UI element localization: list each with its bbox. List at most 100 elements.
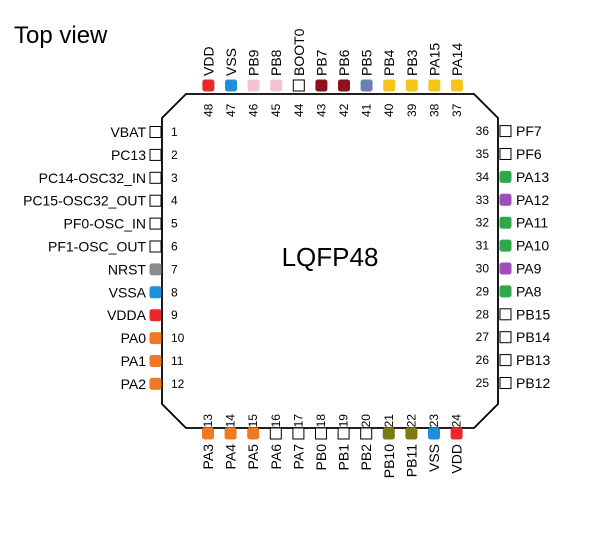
pin-44-number: 44 (292, 103, 306, 117)
pin-35-pad (499, 148, 512, 160)
pin-45-label: PB8 (268, 49, 284, 76)
pin-20-label: PB2 (358, 444, 374, 471)
pin-47-pad (225, 79, 237, 92)
pin-4-label: PC15-OSC32_OUT (23, 193, 146, 209)
pin-24-pad (450, 427, 463, 440)
pin-17-number: 17 (291, 414, 305, 428)
pin-2-pad (149, 148, 162, 161)
pin-34-label: PA13 (516, 169, 549, 185)
pin-43-label: PB7 (313, 49, 329, 76)
pin-25-label: PB12 (516, 375, 550, 391)
pin-9-label: VDDA (107, 307, 147, 323)
pin-15-label: PA5 (245, 444, 261, 470)
pin-26-label: PB13 (516, 352, 550, 368)
pin-22-label: PB11 (403, 444, 419, 477)
pin-12-label: PA2 (121, 376, 147, 392)
pin-14-pad (224, 427, 237, 440)
chip-body (161, 93, 499, 429)
pin-34-pad (499, 170, 512, 183)
pin-39-pad (405, 79, 418, 92)
pin-12-number: 12 (171, 377, 185, 391)
pin-44-pad (292, 79, 305, 92)
pin-23-label: VSS (426, 444, 442, 472)
pin-37-pad (451, 79, 463, 92)
pin-28-pad (499, 308, 512, 321)
pin-38-number: 38 (427, 103, 441, 117)
pin-2-number: 2 (171, 148, 178, 162)
pin-33-label: PA12 (516, 192, 549, 208)
pin-14-label: PA4 (223, 444, 239, 470)
pin-10-number: 10 (171, 331, 185, 345)
pin-45-number: 45 (269, 103, 283, 117)
pin-23-pad (428, 427, 440, 440)
pin-18-label: PB0 (313, 444, 329, 471)
pin-27-number: 27 (476, 330, 490, 344)
pin-11-label: PA1 (121, 353, 147, 369)
pin-29-label: PA8 (516, 283, 542, 299)
pin-9-number: 9 (171, 308, 178, 322)
pin-29-pad (499, 285, 512, 298)
pin-11-pad (149, 355, 162, 367)
pin-16-label: PA6 (268, 444, 284, 470)
pin-6-number: 6 (171, 240, 178, 254)
pin-28-label: PB15 (516, 306, 550, 322)
pin-24-label: VDD (449, 444, 465, 474)
pin-15-pad (247, 427, 260, 440)
pin-40-label: PB4 (381, 49, 397, 76)
pin-35-number: 35 (476, 147, 490, 161)
pin-31-pad (499, 239, 512, 252)
pin-3-number: 3 (171, 171, 178, 185)
pin-26-number: 26 (476, 353, 490, 367)
pin-48-number: 48 (201, 103, 215, 117)
pin-13-number: 13 (201, 414, 215, 428)
pin-22-number: 22 (404, 414, 418, 428)
pin-21-label: PB10 (381, 444, 397, 478)
pin-7-number: 7 (171, 262, 178, 276)
pin-39-label: PB3 (404, 49, 420, 76)
pin-8-label: VSSA (109, 284, 147, 300)
pin-5-label: PF0-OSC_IN (64, 216, 146, 232)
pin-14-number: 14 (224, 414, 238, 428)
pin-43-number: 43 (314, 103, 328, 117)
pin-41-number: 41 (360, 103, 374, 117)
pin-4-pad (149, 194, 162, 207)
pin-39-number: 39 (405, 103, 419, 117)
pin-40-pad (383, 79, 396, 92)
pin-19-pad (337, 427, 350, 440)
pin-18-number: 18 (314, 414, 328, 428)
pin-4-number: 4 (171, 194, 178, 208)
pin-7-pad (149, 263, 162, 276)
pin-1-number: 1 (171, 125, 178, 139)
pin-34-number: 34 (476, 170, 490, 184)
pin-21-number: 21 (382, 414, 396, 428)
pin-2-label: PC13 (111, 147, 146, 163)
pin-43-pad (315, 79, 328, 92)
pin-19-number: 19 (337, 414, 351, 428)
pin-9-pad (149, 309, 162, 322)
pin-36-pad (499, 125, 512, 138)
pin-13-label: PA3 (200, 444, 216, 470)
pin-27-label: PB14 (516, 329, 550, 345)
pin-25-pad (499, 377, 512, 389)
pin-23-number: 23 (427, 414, 441, 428)
pin-37-label: PA14 (449, 43, 465, 76)
pin-21-pad (382, 427, 395, 440)
pin-17-pad (292, 427, 305, 440)
pin-3-pad (149, 171, 162, 184)
pin-33-pad (499, 193, 512, 206)
pin-41-label: PB5 (359, 49, 375, 76)
pin-29-number: 29 (476, 284, 490, 298)
pin-20-number: 20 (359, 414, 373, 428)
pin-3-label: PC14-OSC32_IN (39, 170, 146, 186)
pin-31-number: 31 (476, 239, 490, 253)
pin-28-number: 28 (476, 307, 490, 321)
pin-8-number: 8 (171, 285, 178, 299)
pin-48-label: VDD (200, 46, 216, 76)
pin-41-pad (360, 79, 373, 92)
pin-26-pad (499, 354, 512, 367)
pin-16-number: 16 (269, 414, 283, 428)
pin-13-pad (202, 427, 214, 440)
pin-44-label: BOOT0 (291, 28, 307, 76)
pin-37-number: 37 (450, 103, 464, 117)
pin-5-number: 5 (171, 217, 178, 231)
